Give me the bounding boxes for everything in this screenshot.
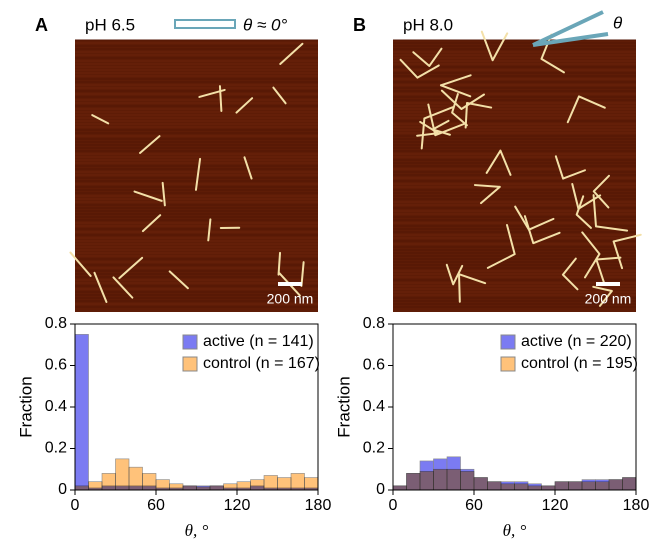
legend-swatch xyxy=(501,357,515,371)
bar xyxy=(210,486,224,490)
y-tick-label: 0.2 xyxy=(45,440,67,457)
bar xyxy=(582,482,596,490)
bar xyxy=(488,482,502,490)
duplex-icon xyxy=(175,20,235,28)
panel-label: A xyxy=(35,15,48,35)
bar xyxy=(156,480,170,490)
y-tick-label: 0.4 xyxy=(45,398,67,415)
x-axis-label: θ, ° xyxy=(185,521,209,540)
angle-label: θ ≈ 0° xyxy=(243,15,287,34)
bar xyxy=(420,471,434,490)
x-tick-label: 180 xyxy=(305,497,332,514)
bar xyxy=(501,484,515,490)
scale-bar-label: 200 nm xyxy=(267,291,314,307)
bar xyxy=(434,469,448,490)
legend-label: active (n = 141) xyxy=(203,333,314,350)
legend-swatch xyxy=(501,335,515,349)
x-tick-label: 180 xyxy=(623,497,650,514)
bar xyxy=(89,482,103,490)
bar xyxy=(116,459,130,490)
y-tick-label: 0.4 xyxy=(363,398,385,415)
legend-swatch xyxy=(183,335,197,349)
y-tick-label: 0.2 xyxy=(363,440,385,457)
bar xyxy=(170,484,184,490)
y-tick-label: 0 xyxy=(376,481,385,498)
y-tick-label: 0.6 xyxy=(363,357,385,374)
bar xyxy=(237,482,251,490)
bar xyxy=(528,486,542,490)
bar xyxy=(75,486,89,490)
bar xyxy=(224,484,238,490)
bar xyxy=(555,482,569,490)
condition: pH 8.0 xyxy=(403,15,453,34)
x-tick-label: 0 xyxy=(71,497,80,514)
x-tick-label: 120 xyxy=(542,497,569,514)
x-tick-label: 0 xyxy=(389,497,398,514)
bar xyxy=(75,334,89,490)
bar xyxy=(143,473,157,490)
condition: pH 6.5 xyxy=(85,15,135,34)
bar xyxy=(474,478,488,490)
bar xyxy=(102,473,116,490)
bar xyxy=(447,469,461,490)
legend-label: active (n = 220) xyxy=(521,333,632,350)
y-tick-label: 0 xyxy=(58,481,67,498)
angle-label: θ xyxy=(613,13,623,32)
bar xyxy=(569,482,583,490)
bar xyxy=(183,486,197,490)
bar xyxy=(596,482,610,490)
bar xyxy=(251,480,265,490)
bar xyxy=(461,471,475,490)
y-axis-label: Fraction xyxy=(334,376,353,437)
legend-label: control (n = 167) xyxy=(203,355,320,372)
x-tick-label: 60 xyxy=(465,497,483,514)
x-axis-label: θ, ° xyxy=(503,521,527,540)
bar xyxy=(291,473,305,490)
bar xyxy=(305,478,319,490)
bar xyxy=(542,486,556,490)
panel-label: B xyxy=(353,15,366,35)
y-tick-label: 0.8 xyxy=(363,315,385,332)
legend-label: control (n = 195) xyxy=(521,355,638,372)
y-tick-label: 0.8 xyxy=(45,315,67,332)
bar xyxy=(609,480,623,490)
y-tick-label: 0.6 xyxy=(45,357,67,374)
scale-bar-label: 200 nm xyxy=(585,291,632,307)
x-tick-label: 120 xyxy=(224,497,251,514)
bar xyxy=(515,484,529,490)
bar xyxy=(623,478,637,490)
bar xyxy=(407,473,421,490)
bar xyxy=(393,486,407,490)
x-tick-label: 60 xyxy=(147,497,165,514)
legend-swatch xyxy=(183,357,197,371)
bar xyxy=(129,467,143,490)
y-axis-label: Fraction xyxy=(16,376,35,437)
bar xyxy=(264,475,278,490)
bar xyxy=(278,478,292,490)
